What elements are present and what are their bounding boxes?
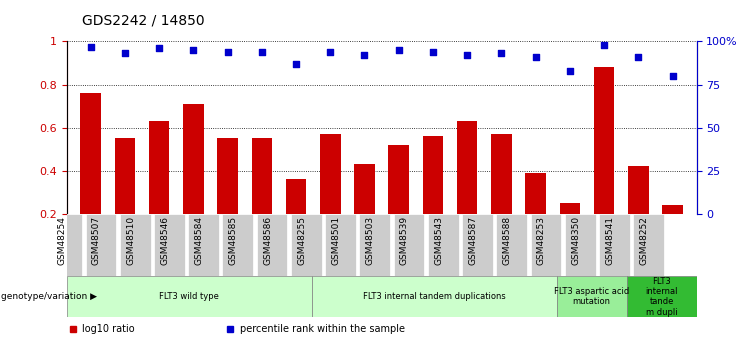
Text: GSM48253: GSM48253	[537, 216, 546, 265]
Text: GSM48350: GSM48350	[571, 216, 580, 265]
Text: GSM48585: GSM48585	[229, 216, 238, 265]
FancyBboxPatch shape	[496, 214, 527, 276]
Text: GSM48584: GSM48584	[195, 216, 204, 265]
Text: GSM48586: GSM48586	[263, 216, 272, 265]
Text: GSM48546: GSM48546	[160, 216, 170, 265]
Text: genotype/variation ▶: genotype/variation ▶	[1, 292, 97, 301]
Bar	[354, 164, 375, 257]
FancyBboxPatch shape	[188, 214, 219, 276]
Bar	[491, 134, 512, 257]
Text: GSM48541: GSM48541	[605, 216, 614, 265]
Bar	[662, 205, 683, 257]
Point	[84, 44, 96, 49]
Text: FLT3 aspartic acid
mutation: FLT3 aspartic acid mutation	[554, 287, 629, 306]
Text: GSM48252: GSM48252	[639, 216, 648, 265]
Text: GSM48543: GSM48543	[434, 216, 443, 265]
FancyBboxPatch shape	[312, 276, 556, 317]
FancyBboxPatch shape	[462, 214, 493, 276]
Text: percentile rank within the sample: percentile rank within the sample	[240, 325, 405, 334]
FancyBboxPatch shape	[634, 214, 664, 276]
Bar	[594, 67, 614, 257]
FancyBboxPatch shape	[599, 214, 630, 276]
FancyBboxPatch shape	[556, 276, 627, 317]
Bar	[388, 145, 409, 257]
FancyBboxPatch shape	[359, 214, 391, 276]
Bar	[149, 121, 170, 257]
Text: log10 ratio: log10 ratio	[82, 325, 135, 334]
Bar	[525, 173, 546, 257]
Bar	[251, 138, 272, 257]
Text: GSM48588: GSM48588	[502, 216, 512, 265]
FancyBboxPatch shape	[393, 214, 425, 276]
FancyBboxPatch shape	[256, 214, 288, 276]
Text: FLT3
internal
tande
m dupli: FLT3 internal tande m dupli	[645, 277, 678, 317]
Bar	[422, 136, 443, 257]
FancyBboxPatch shape	[565, 214, 596, 276]
Bar	[80, 93, 101, 257]
Point	[496, 51, 508, 56]
Text: GSM48587: GSM48587	[468, 216, 477, 265]
Point	[256, 49, 268, 55]
Bar	[183, 104, 204, 257]
Point	[530, 54, 542, 60]
Point	[564, 68, 576, 73]
FancyBboxPatch shape	[222, 214, 253, 276]
FancyBboxPatch shape	[627, 276, 697, 317]
Bar	[559, 203, 580, 257]
Bar	[320, 134, 341, 257]
FancyBboxPatch shape	[531, 214, 562, 276]
Point	[359, 52, 370, 58]
Point	[222, 49, 233, 55]
Text: GSM48501: GSM48501	[331, 216, 341, 265]
Point	[393, 47, 405, 53]
Bar	[286, 179, 306, 257]
Text: GSM48255: GSM48255	[297, 216, 306, 265]
Point	[153, 46, 165, 51]
Text: GSM48254: GSM48254	[58, 216, 67, 265]
Text: GSM48539: GSM48539	[400, 216, 409, 265]
Point	[325, 49, 336, 55]
Point	[667, 73, 679, 79]
Bar	[628, 166, 648, 257]
Point	[461, 52, 473, 58]
Text: GDS2242 / 14850: GDS2242 / 14850	[82, 13, 204, 28]
Text: GSM48503: GSM48503	[366, 216, 375, 265]
FancyBboxPatch shape	[67, 276, 312, 317]
Bar	[217, 138, 238, 257]
Point	[119, 51, 131, 56]
FancyBboxPatch shape	[154, 214, 185, 276]
Text: GSM48507: GSM48507	[92, 216, 101, 265]
Text: FLT3 internal tandem duplications: FLT3 internal tandem duplications	[363, 292, 505, 301]
Text: FLT3 wild type: FLT3 wild type	[159, 292, 219, 301]
Point	[598, 42, 610, 48]
FancyBboxPatch shape	[51, 214, 82, 276]
Bar	[457, 121, 477, 257]
Point	[187, 47, 199, 53]
Point	[290, 61, 302, 67]
FancyBboxPatch shape	[428, 214, 459, 276]
Point	[427, 49, 439, 55]
Text: GSM48510: GSM48510	[126, 216, 135, 265]
FancyBboxPatch shape	[325, 214, 356, 276]
FancyBboxPatch shape	[120, 214, 150, 276]
Point	[632, 54, 644, 60]
Bar	[115, 138, 135, 257]
FancyBboxPatch shape	[291, 214, 322, 276]
FancyBboxPatch shape	[85, 214, 116, 276]
